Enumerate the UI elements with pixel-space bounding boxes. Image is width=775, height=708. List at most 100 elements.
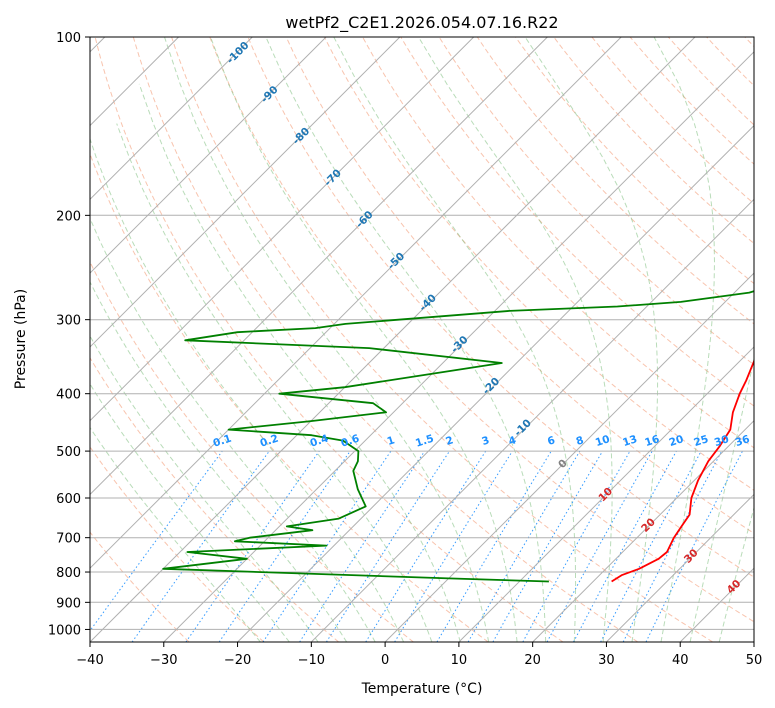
x-tick-label: −20 bbox=[224, 653, 251, 668]
dry-adiabat-line bbox=[400, 37, 754, 407]
moist-adiabat-line bbox=[116, 123, 433, 642]
mixing-ratio-label: 3 bbox=[480, 434, 491, 448]
mixing-ratio-line bbox=[185, 450, 320, 642]
dry-adiabat-line bbox=[90, 531, 190, 642]
x-tick-label: 0 bbox=[381, 653, 389, 668]
mixing-ratio-label: 6 bbox=[546, 434, 557, 448]
y-tick-label: 500 bbox=[56, 445, 81, 460]
mixing-ratio-label: 30 bbox=[713, 433, 731, 449]
dry-adiabat-line bbox=[209, 37, 754, 623]
mixing-ratio-label: 4 bbox=[507, 434, 518, 448]
moist-adiabat-label: -90 bbox=[259, 84, 281, 106]
isotherm-gridline bbox=[458, 346, 754, 642]
y-tick-label: 900 bbox=[56, 596, 81, 611]
moist-adiabat-label: -30 bbox=[449, 334, 471, 356]
dewpoint-profile-line bbox=[162, 290, 754, 583]
mixing-ratio-label: 20 bbox=[668, 433, 686, 449]
y-tick-label: 300 bbox=[56, 314, 81, 329]
y-tick-label: 600 bbox=[56, 492, 81, 507]
x-tick-label: 40 bbox=[672, 653, 689, 668]
mixing-ratio-line bbox=[394, 450, 513, 642]
dry-adiabat-line bbox=[591, 37, 754, 205]
mixing-ratio-label: 10 bbox=[594, 433, 612, 449]
y-tick-label: 700 bbox=[56, 532, 81, 547]
mixing-ratio-label: 2 bbox=[444, 434, 455, 448]
dry-adiabat-line bbox=[90, 446, 265, 642]
mixing-ratio-label: 1 bbox=[386, 434, 397, 448]
moist-adiabat-line bbox=[90, 426, 261, 642]
isotherm-gridline bbox=[237, 124, 754, 642]
isotherm-gridline bbox=[90, 37, 475, 422]
x-tick-label: 50 bbox=[746, 653, 763, 668]
mixing-ratio-line bbox=[262, 450, 392, 642]
isotherm-gridline bbox=[163, 51, 754, 642]
mixing-ratio-line bbox=[218, 450, 351, 642]
y-tick-label: 800 bbox=[56, 566, 81, 581]
mixing-ratio-label: 25 bbox=[692, 433, 710, 449]
moist-adiabat-line bbox=[138, 83, 461, 642]
isotherm-gridline bbox=[310, 198, 754, 642]
grid bbox=[90, 37, 754, 642]
x-tick-label: −30 bbox=[150, 653, 177, 668]
dry-adiabat-line bbox=[629, 37, 754, 165]
y-tick-label: 200 bbox=[56, 209, 81, 224]
x-tick-label: −40 bbox=[76, 653, 103, 668]
dry-adiabat-line bbox=[362, 37, 754, 449]
mixing-ratio-label: 36 bbox=[734, 433, 752, 449]
dry-adiabat-line bbox=[553, 37, 754, 245]
moist-adiabat-line bbox=[90, 137, 405, 642]
isotherm-gridline bbox=[90, 37, 548, 496]
x-axis-label: Temperature (°C) bbox=[361, 681, 483, 697]
dry-adiabat-line bbox=[438, 37, 754, 366]
mixing-ratio-line bbox=[492, 450, 604, 642]
plot-area: -100-90-80-70-60-50-40-30-20-100.1 0.2 0.4… bbox=[90, 37, 754, 642]
x-tick-label: 30 bbox=[598, 653, 615, 668]
mixing-ratio-line bbox=[600, 450, 702, 642]
isotherm-gridline bbox=[532, 419, 754, 642]
mixing-ratio-label: 0.2 bbox=[259, 433, 280, 450]
moist-adiabat-label: -100 bbox=[224, 39, 251, 66]
moist-adiabat-line bbox=[653, 37, 716, 642]
x-tick-label: 20 bbox=[524, 653, 541, 668]
y-axis: 100 200 300 400 500 600 700 800 900 1000 bbox=[48, 31, 90, 638]
mixing-ratio-line bbox=[131, 450, 270, 642]
isotherm-gridline bbox=[384, 272, 754, 642]
dry-adiabat-line bbox=[94, 37, 564, 642]
mixing-ratio-line bbox=[522, 450, 631, 642]
mixing-ratio-label: 8 bbox=[575, 434, 586, 448]
moist-adiabat-line bbox=[90, 217, 376, 642]
dry-adiabat-line bbox=[90, 260, 414, 642]
mixing-ratio-label: 13 bbox=[621, 433, 639, 449]
y-tick-label: 1000 bbox=[48, 623, 81, 638]
moist-adiabat-line bbox=[90, 383, 290, 642]
moist-adiabat-line bbox=[418, 37, 613, 642]
mixing-ratio-line bbox=[467, 450, 581, 642]
mixing-ratio-line bbox=[573, 450, 677, 642]
profiles bbox=[162, 290, 754, 583]
dry-adiabat-line bbox=[476, 37, 754, 325]
isotherm-gridline bbox=[90, 37, 696, 642]
y-tick-label: 100 bbox=[56, 31, 81, 46]
y-tick-label: 400 bbox=[56, 388, 81, 403]
mixing-ratio-lines bbox=[90, 450, 743, 642]
mixing-ratio-line bbox=[622, 450, 723, 642]
isotherm-gridline bbox=[90, 37, 327, 274]
moist-adiabat-line bbox=[524, 37, 659, 642]
dry-adiabat-line bbox=[667, 37, 754, 126]
moist-adiabat-line bbox=[265, 37, 547, 642]
isotherm-gridline bbox=[90, 37, 622, 569]
y-axis-label: Pressure (hPa) bbox=[13, 289, 29, 389]
moist-adiabat-line bbox=[210, 37, 518, 642]
mixing-ratio-line bbox=[365, 450, 487, 642]
moist-adiabat-label: -40 bbox=[417, 292, 439, 314]
mixing-ratio-label: 16 bbox=[643, 433, 661, 449]
chart-title: wetPf2_C2E1.2026.054.07.16.R22 bbox=[285, 13, 558, 33]
dry-adiabat-line bbox=[132, 37, 639, 642]
isotherm-gridline bbox=[90, 37, 253, 201]
mixing-ratio-line bbox=[90, 450, 223, 632]
dry-adiabat-line bbox=[706, 37, 754, 87]
isotherm-gridline bbox=[753, 641, 754, 642]
moist-adiabat-line bbox=[718, 505, 754, 642]
moist-adiabat-line bbox=[333, 37, 577, 642]
